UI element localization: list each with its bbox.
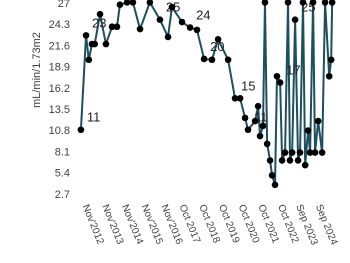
marker xyxy=(108,23,116,31)
marker xyxy=(281,149,289,156)
marker xyxy=(268,172,276,179)
marker xyxy=(286,157,294,164)
marker xyxy=(288,149,296,156)
line xyxy=(79,0,334,186)
marker xyxy=(193,26,201,34)
marker xyxy=(294,157,302,164)
marker xyxy=(156,16,164,23)
y-tick-label: 2.7 xyxy=(55,189,70,201)
y-tick-label: 16.2 xyxy=(49,83,70,95)
marker xyxy=(311,149,319,156)
marker xyxy=(299,0,307,6)
marker xyxy=(146,0,154,6)
marker xyxy=(200,55,208,63)
marker xyxy=(266,157,274,164)
marker xyxy=(236,94,244,102)
marker xyxy=(301,161,309,169)
data-label: 23 xyxy=(92,15,106,30)
marker xyxy=(318,149,326,156)
marker xyxy=(241,114,249,122)
marker xyxy=(77,126,85,134)
marker xyxy=(328,0,336,6)
y-tick-label: 5.4 xyxy=(55,168,70,180)
marker xyxy=(284,0,292,6)
marker xyxy=(278,157,286,164)
marker xyxy=(208,56,216,64)
marker xyxy=(231,94,239,102)
marker xyxy=(261,0,269,6)
marker xyxy=(263,140,271,148)
marker xyxy=(129,0,137,6)
marker xyxy=(178,18,186,26)
y-tick-label: 27 xyxy=(58,0,70,10)
marker xyxy=(186,24,194,31)
marker xyxy=(296,149,304,156)
data-label: 11 xyxy=(87,110,101,125)
marker xyxy=(136,25,144,33)
y-tick-label: 21.6 xyxy=(49,40,70,52)
marker xyxy=(304,127,312,134)
marker xyxy=(271,181,279,189)
marker xyxy=(164,33,172,41)
data-label: 17 xyxy=(286,63,300,78)
marker xyxy=(82,32,90,39)
marker xyxy=(123,0,131,6)
marker xyxy=(306,149,314,156)
marker xyxy=(327,56,335,64)
data-label: 20 xyxy=(210,39,224,54)
marker xyxy=(291,16,299,23)
marker xyxy=(113,23,121,31)
marker xyxy=(168,3,176,11)
marker xyxy=(321,0,329,6)
data-label: 15 xyxy=(241,78,255,93)
y-tick-label: 13.5 xyxy=(49,104,70,116)
marker xyxy=(91,40,99,48)
marker xyxy=(273,72,281,80)
marker xyxy=(251,117,259,125)
marker xyxy=(309,0,317,6)
y-axis-title: mL/min/1.73m2 xyxy=(31,32,43,108)
marker xyxy=(254,102,262,110)
marker xyxy=(96,10,104,18)
marker xyxy=(214,36,222,43)
y-tick-label: 10.8 xyxy=(49,125,70,137)
marker xyxy=(244,126,252,134)
marker xyxy=(224,56,232,64)
marker xyxy=(259,122,267,130)
y-tick-label: 18.9 xyxy=(49,62,70,74)
marker xyxy=(256,132,264,140)
y-tick-label: 24.3 xyxy=(49,19,70,31)
marker xyxy=(276,79,284,86)
marker xyxy=(102,40,110,48)
marker xyxy=(116,1,124,9)
marker xyxy=(85,56,93,64)
data-label: 24 xyxy=(196,8,210,23)
y-tick-label: 8.1 xyxy=(55,146,70,158)
marker xyxy=(314,117,322,125)
marker xyxy=(325,72,333,80)
